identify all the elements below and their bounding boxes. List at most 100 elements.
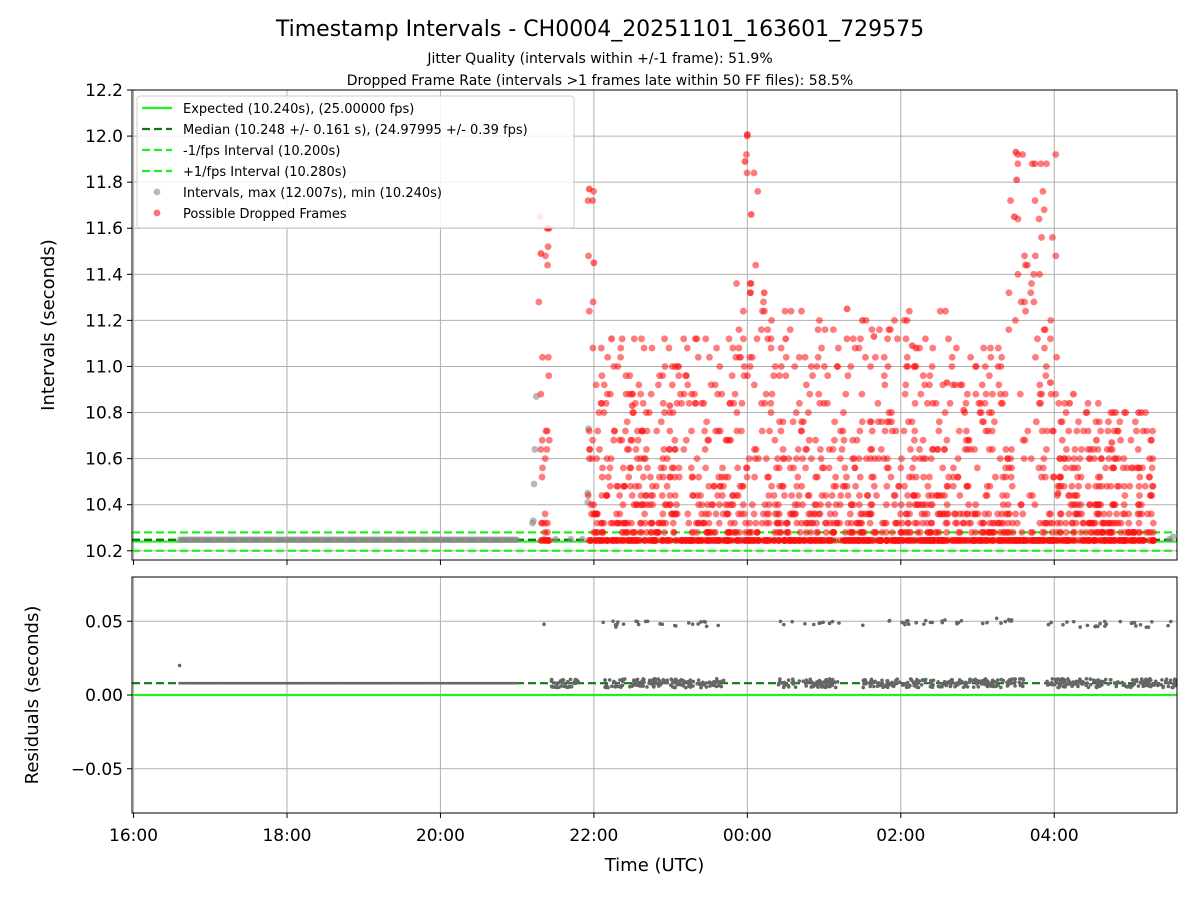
interval-point <box>513 536 521 543</box>
dropped-frame-point <box>666 473 674 481</box>
dropped-frame-point <box>858 390 866 398</box>
dropped-frame-point <box>739 501 747 509</box>
dropped-frame-point <box>883 482 891 490</box>
dropped-frame-point <box>852 482 859 490</box>
dropped-frame-point <box>616 436 624 444</box>
dropped-frame-point <box>792 510 800 518</box>
dropped-frame-point <box>743 131 751 138</box>
dropped-frame-point <box>705 510 713 518</box>
dropped-frame-point <box>943 528 950 536</box>
dropped-frame-point <box>1065 537 1073 544</box>
dropped-frame-point <box>544 353 552 361</box>
dropped-frame-point <box>831 418 839 426</box>
residual-point <box>820 683 824 688</box>
residual-point <box>919 682 924 687</box>
dropped-frame-point <box>636 537 644 544</box>
dropped-frame-point <box>951 381 959 389</box>
dropped-frame-point <box>751 473 758 481</box>
dropped-frame-point <box>638 335 645 343</box>
dropped-frame-point <box>911 399 919 407</box>
dropped-frame-point <box>1078 446 1085 453</box>
dropped-frame-point <box>688 390 695 398</box>
dropped-frame-point <box>924 528 932 536</box>
dropped-frame-point <box>820 363 828 370</box>
residual-point <box>912 683 917 688</box>
dropped-frame-point <box>624 537 631 544</box>
dropped-frame-point <box>895 537 903 544</box>
dropped-frame-point <box>918 510 926 518</box>
residual-point <box>1061 622 1065 627</box>
dropped-frame-point <box>1085 455 1093 463</box>
dropped-frame-point <box>1010 213 1018 221</box>
residual-point <box>716 623 720 628</box>
dropped-frame-point <box>1011 537 1019 544</box>
dropped-frame-point <box>1071 446 1079 453</box>
dropped-frame-point <box>1135 519 1143 527</box>
dropped-frame-point <box>930 537 938 544</box>
dropped-frame-point <box>685 399 693 407</box>
dropped-frame-point <box>734 464 742 472</box>
dropped-frame-point <box>605 473 612 481</box>
dropped-frame-point <box>585 185 593 193</box>
residual-point <box>967 680 971 684</box>
dropped-frame-point <box>965 436 972 444</box>
dropped-frame-point <box>684 510 692 518</box>
dropped-frame-point <box>727 436 734 444</box>
residual-point <box>643 619 648 624</box>
dropped-frame-point <box>1131 418 1139 426</box>
dropped-frame-point <box>987 353 995 361</box>
dropped-frame-point <box>776 372 783 380</box>
dropped-frame-point <box>716 363 724 370</box>
dropped-frame-point <box>843 335 851 343</box>
dropped-frame-point <box>1005 510 1013 518</box>
residual-point <box>830 683 835 688</box>
dropped-frame-point <box>926 372 934 380</box>
dropped-frame-point <box>1035 464 1043 472</box>
dropped-frame-point <box>817 455 825 463</box>
dropped-frame-point <box>826 510 834 518</box>
dropped-frame-point <box>999 492 1006 499</box>
dropped-frame-point <box>1029 492 1036 499</box>
dropped-frame-point <box>912 344 920 352</box>
residual-point <box>1088 682 1093 687</box>
residual-point <box>956 680 960 685</box>
dropped-frame-point <box>980 344 988 352</box>
dropped-frame-point <box>754 187 762 195</box>
dropped-frame-point <box>1135 464 1143 472</box>
dropped-frame-point <box>666 427 674 435</box>
dropped-frame-point <box>795 492 803 499</box>
dropped-frame-point <box>702 464 709 472</box>
dropped-frame-point <box>828 492 836 499</box>
dropped-frame-point <box>1073 427 1081 435</box>
dropped-frame-point <box>723 510 731 518</box>
dropped-frame-point <box>975 399 983 407</box>
dropped-frame-point <box>1020 537 1027 544</box>
dropped-frame-point <box>1142 409 1149 416</box>
dropped-frame-point <box>794 446 802 453</box>
dropped-frame-point <box>807 363 815 370</box>
dropped-frame-point <box>630 335 638 343</box>
dropped-frame-point <box>647 390 655 398</box>
dropped-frame-point <box>1067 501 1075 509</box>
dropped-frame-point <box>824 372 832 380</box>
dropped-frame-point <box>665 446 673 453</box>
dropped-frame-point <box>585 537 593 544</box>
dropped-frame-point <box>1005 289 1013 297</box>
dropped-frame-point <box>543 446 551 453</box>
dropped-frame-point <box>1150 537 1158 544</box>
dropped-frame-point <box>878 418 886 426</box>
dropped-frame-point <box>941 492 949 499</box>
dropped-frame-point <box>1057 519 1065 527</box>
dropped-frame-point <box>622 528 630 536</box>
dropped-frame-point <box>607 519 615 527</box>
dropped-frame-point <box>1075 482 1082 490</box>
residual-point <box>697 682 702 687</box>
dropped-frame-point <box>764 335 772 343</box>
residual-point <box>563 683 567 688</box>
dropped-frame-point <box>712 510 720 518</box>
dropped-frame-point <box>793 519 801 527</box>
dropped-frame-point <box>916 455 924 463</box>
dropped-frame-point <box>685 519 693 527</box>
dropped-frame-point <box>684 381 692 389</box>
dropped-frame-point <box>866 519 874 527</box>
